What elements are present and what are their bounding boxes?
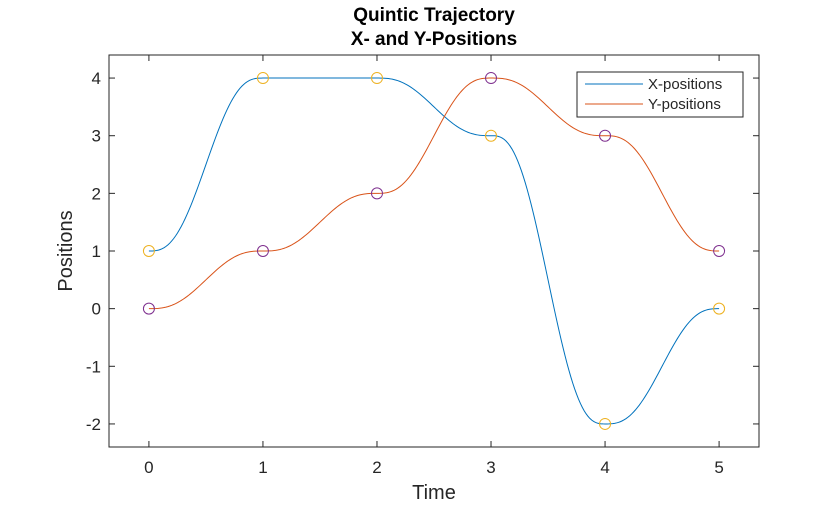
waypoint-marker-x-positions (485, 129, 498, 142)
series-line-x-positions (148, 77, 720, 425)
waypoint-marker-x-positions (370, 72, 383, 85)
x-tick-label: 2 (372, 458, 381, 477)
waypoint-marker-y-positions (599, 129, 612, 142)
y-tick-label: 1 (92, 242, 101, 261)
waypoint-marker-y-positions (256, 245, 269, 257)
waypoint-marker-x-positions (256, 72, 269, 85)
y-tick-label: 3 (92, 127, 101, 146)
y-tick-label: 2 (92, 184, 101, 203)
y-tick-label: 4 (92, 69, 101, 88)
x-tick-label: 1 (258, 458, 267, 477)
waypoint-marker-x-positions (713, 302, 726, 315)
legend-label-x-positions: X-positions (648, 76, 722, 93)
legend-label-y-positions: Y-positions (648, 96, 721, 113)
waypoint-markers (142, 72, 726, 430)
x-tick-label: 4 (600, 458, 609, 477)
y-tick-label: 0 (92, 300, 101, 319)
waypoint-marker-y-positions (142, 302, 155, 315)
y-tick-label: -2 (86, 415, 101, 434)
x-tick-label: 0 (144, 458, 153, 477)
series-line-y-positions (148, 77, 720, 310)
x-axis-label: Time (412, 482, 456, 504)
waypoint-marker-x-positions (142, 245, 155, 257)
x-tick-label: 3 (486, 458, 495, 477)
waypoint-marker-x-positions (599, 417, 612, 430)
y-tick-label: -1 (86, 357, 101, 376)
legend: X-positions Y-positions (576, 71, 744, 118)
tick-labels: 0 1 2 3 4 5 -2 -1 0 1 2 3 4 (86, 69, 724, 477)
waypoint-marker-y-positions (713, 245, 726, 257)
x-tick-label: 5 (714, 458, 723, 477)
waypoint-marker-y-positions (485, 72, 498, 85)
chart-title-line-2: X- and Y-Positions (351, 29, 517, 50)
waypoint-marker-y-positions (370, 187, 383, 200)
plot-area (108, 54, 760, 448)
chart-title-line-1: Quintic Trajectory (353, 5, 515, 26)
legend-box (576, 71, 744, 118)
axis-ticks (109, 55, 759, 447)
y-axis-label: Positions (55, 210, 77, 291)
series-lines (148, 77, 720, 425)
